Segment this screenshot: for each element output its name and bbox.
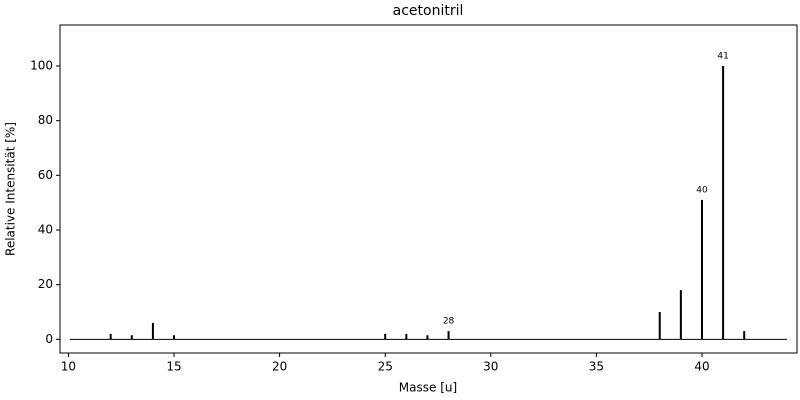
x-tick-label: 20 (272, 360, 287, 374)
y-tick-label: 100 (30, 59, 53, 73)
y-axis-label: Relative Intensität [%] (4, 122, 18, 256)
x-tick-label: 10 (61, 360, 76, 374)
peak-label: 41 (717, 52, 728, 62)
x-axis-label: Masse [u] (399, 381, 457, 395)
x-tick-label: 40 (694, 360, 709, 374)
x-tick-label: 35 (589, 360, 604, 374)
x-tick-label: 15 (166, 360, 181, 374)
peak-label: 28 (443, 317, 455, 327)
y-tick-label: 40 (38, 223, 53, 237)
y-tick-label: 0 (45, 332, 53, 346)
x-tick-label: 25 (378, 360, 393, 374)
y-tick-label: 80 (38, 113, 53, 127)
y-tick-label: 60 (38, 168, 53, 182)
peak-label: 40 (696, 185, 708, 195)
chart-title: acetonitril (393, 3, 464, 19)
plot-frame (59, 24, 798, 354)
y-tick-label: 20 (38, 277, 53, 291)
x-tick-label: 30 (483, 360, 498, 374)
